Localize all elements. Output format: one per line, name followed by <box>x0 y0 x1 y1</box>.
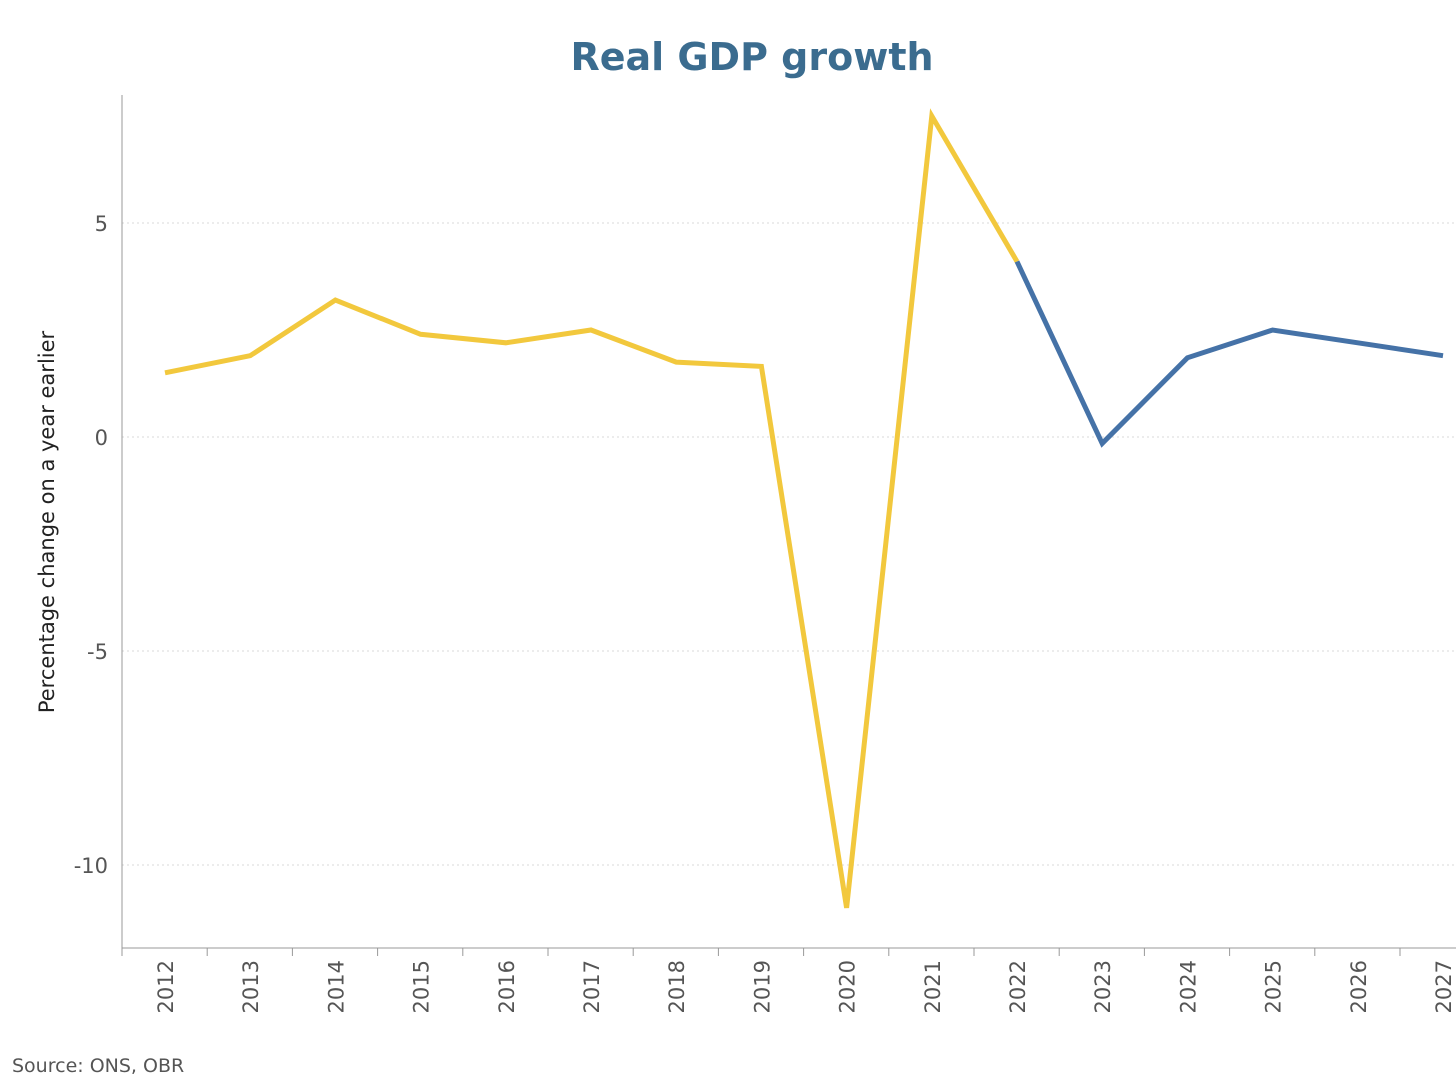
series-line-2 <box>1014 260 1444 448</box>
x-tick-label: 2012 <box>154 960 178 1013</box>
x-tick-label: 2024 <box>1176 960 1200 1013</box>
series-line-1 <box>164 108 1020 909</box>
x-tick-label: 2025 <box>1262 960 1286 1013</box>
x-tick-label: 2016 <box>495 960 519 1013</box>
x-tick-label: 2019 <box>750 960 774 1013</box>
x-tick-label: 2026 <box>1347 960 1371 1013</box>
y-tick-label: 5 <box>95 212 108 236</box>
x-tick-label: 2027 <box>1432 960 1456 1013</box>
y-axis-label: Percentage change on a year earlier <box>35 330 59 713</box>
gridlines <box>122 222 1456 866</box>
y-tick-label: -10 <box>74 854 108 878</box>
x-tick-label: 2018 <box>665 960 689 1013</box>
chart-title: Real GDP growth <box>570 35 933 79</box>
x-tick-label: 2013 <box>239 960 263 1013</box>
x-tick-label: 2014 <box>324 960 348 1013</box>
x-tick-label: 2021 <box>921 960 945 1013</box>
axes: 5 0 -5 -10 2012 2013 2014 2015 2016 2017 2018 2019 2… <box>74 95 1456 1013</box>
x-tick-label: 2022 <box>1006 960 1030 1013</box>
y-tick-label: 0 <box>95 426 108 450</box>
x-tick-label: 2015 <box>410 960 434 1013</box>
x-tick-label: 2017 <box>580 960 604 1013</box>
y-tick-label: -5 <box>87 640 108 664</box>
x-tick-label: 2023 <box>1091 960 1115 1013</box>
source-note: Source: ONS, OBR <box>12 1055 184 1074</box>
x-tick-label: 2020 <box>836 960 860 1013</box>
series-lines <box>164 108 1444 909</box>
